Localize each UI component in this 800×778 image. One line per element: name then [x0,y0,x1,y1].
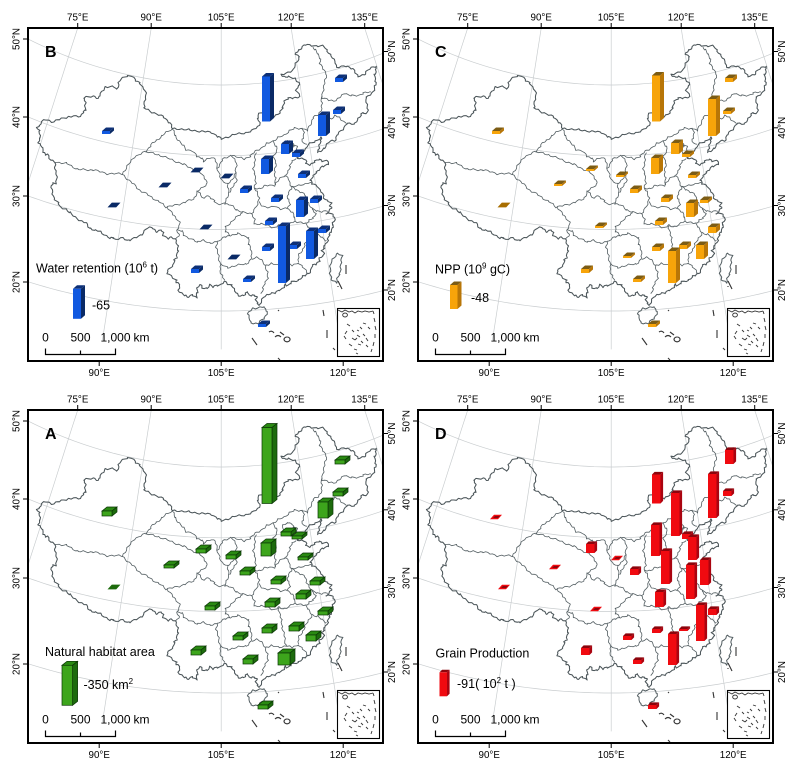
svg-text:0: 0 [432,331,439,345]
svg-text:km: km [134,331,150,345]
svg-text:1,000: 1,000 [490,713,520,727]
svg-text:Natural habitat area: Natural habitat area [45,645,155,659]
svg-text:km: km [524,713,540,727]
svg-text:km: km [524,331,540,345]
svg-text:km: km [134,713,150,727]
svg-text:500: 500 [460,331,480,345]
svg-text:1,000: 1,000 [490,331,520,345]
svg-text:NPP (109 gC): NPP (109 gC) [435,262,510,277]
svg-text:Water retention (106 t): Water retention (106 t) [36,261,158,276]
svg-text:0: 0 [432,713,439,727]
svg-text:-65: -65 [92,299,110,313]
svg-text:500: 500 [70,331,90,345]
svg-text:-350 km2: -350 km2 [84,677,134,692]
svg-text:0: 0 [42,331,49,345]
svg-text:C: C [435,44,447,61]
svg-text:B: B [45,44,57,61]
svg-text:-48: -48 [471,291,489,305]
svg-text:1,000: 1,000 [100,331,130,345]
svg-text:500: 500 [70,713,90,727]
svg-text:D: D [435,426,447,443]
svg-text:-91( 102 t ): -91( 102 t ) [457,676,516,691]
svg-text:A: A [45,426,57,443]
svg-text:0: 0 [42,713,49,727]
svg-text:Grain Production: Grain Production [436,647,530,661]
svg-text:1,000: 1,000 [100,713,130,727]
svg-text:500: 500 [460,713,480,727]
